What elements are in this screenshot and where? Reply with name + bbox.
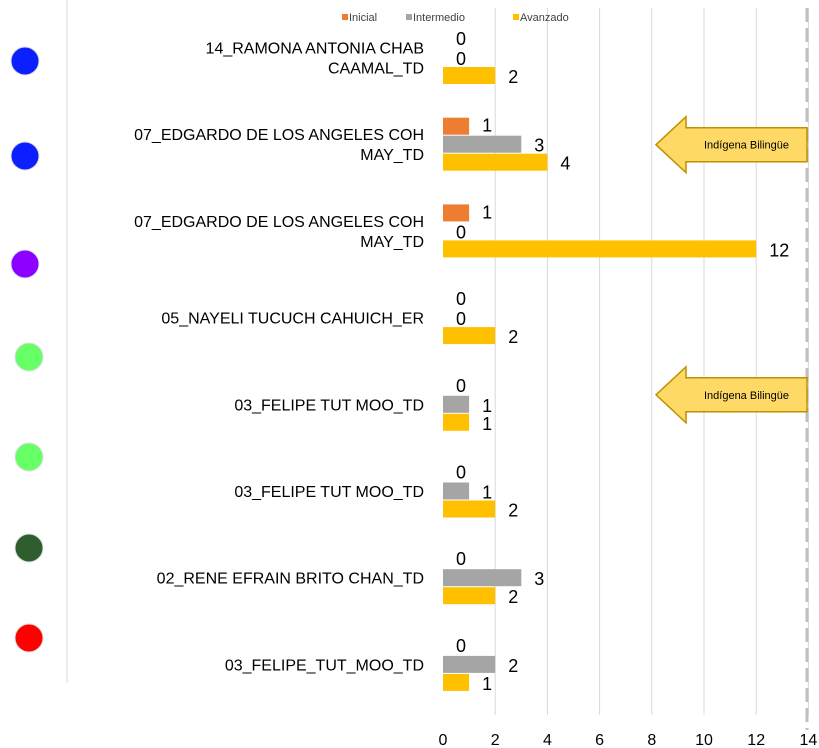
data-label: 1 [482,396,492,416]
data-label: 2 [508,587,518,607]
category-label: 03_FELIPE TUT MOO_TD [234,484,424,501]
status-dot [10,141,40,171]
data-label: 1 [482,414,492,434]
legend-label: Avanzado [520,12,569,24]
status-dot [10,249,40,279]
category-label: MAY_TD [360,147,424,164]
legend-swatch [406,14,412,20]
bar [443,500,496,518]
bar [443,67,496,84]
x-tick-label: 6 [595,732,604,748]
category-label: 02_RENE EFRAIN BRITO CHAN_TD [157,571,424,588]
bar [443,413,470,431]
legend-label: Inicial [349,12,377,24]
status-dot [14,533,44,563]
data-label: 0 [456,549,466,569]
bar [443,240,757,258]
data-label: 0 [456,29,466,49]
callout-label: Indígena Bilingüe [704,140,789,152]
data-label: 2 [508,501,518,521]
category-label: 07_EDGARDO DE LOS ANGELES COH [134,127,424,144]
x-tick-label: 12 [747,732,765,748]
data-label: 1 [482,116,492,136]
legend-swatch [513,14,519,20]
data-label: 2 [508,656,518,676]
data-label: 4 [560,154,570,174]
data-label: 1 [482,483,492,503]
legend-swatch [342,14,348,20]
data-label: 1 [482,202,492,222]
bar [443,117,470,135]
status-dot [14,342,44,372]
bar [443,587,496,605]
x-tick-label: 14 [800,732,818,748]
category-label: 07_EDGARDO DE LOS ANGELES COH [134,214,424,231]
callout-arrow: Indígena Bilingüe [654,365,808,425]
data-label: 0 [456,309,466,329]
callout-arrow: Indígena Bilingüe [654,114,808,175]
category-label: CAAMAL_TD [328,61,424,78]
bar [443,655,496,673]
bar [443,327,496,345]
status-dot [14,442,44,472]
status-dot [14,623,44,653]
category-label: 03_FELIPE TUT MOO_TD [234,397,424,414]
bar [443,569,522,587]
bar [443,135,522,153]
data-label: 0 [456,49,466,69]
status-dot [10,46,40,76]
legend-label: Intermedio [413,12,465,24]
x-tick-label: 10 [695,732,713,748]
x-tick-label: 2 [491,732,500,748]
data-label: 0 [456,222,466,242]
data-label: 3 [534,136,544,156]
bar [443,673,470,691]
x-tick-label: 4 [543,732,552,748]
data-label: 0 [456,376,466,396]
data-label: 3 [534,569,544,589]
callout-shape [654,114,808,175]
data-label: 0 [456,636,466,656]
x-tick-label: 0 [439,732,448,748]
data-label: 1 [482,674,492,694]
category-label: 05_NAYELI TUCUCH CAHUICH_ER [161,311,424,328]
x-tick-label: 8 [647,732,656,748]
callout-shape [654,365,808,425]
data-label: 2 [508,67,518,87]
legend: Inicial Intermedio Avanzado [342,12,569,24]
bar [443,395,470,413]
category-label: 14_RAMONA ANTONIA CHAB [206,41,424,58]
category-label: 03_FELIPE_TUT_MOO_TD [225,657,424,674]
data-label: 0 [456,289,466,309]
callout-label: Indígena Bilingüe [704,390,789,402]
bar [443,482,470,500]
data-label: 12 [769,240,789,260]
category-label: MAY_TD [360,234,424,251]
data-label: 2 [508,327,518,347]
bar [443,204,470,222]
bar [443,153,548,171]
data-label: 0 [456,463,466,483]
